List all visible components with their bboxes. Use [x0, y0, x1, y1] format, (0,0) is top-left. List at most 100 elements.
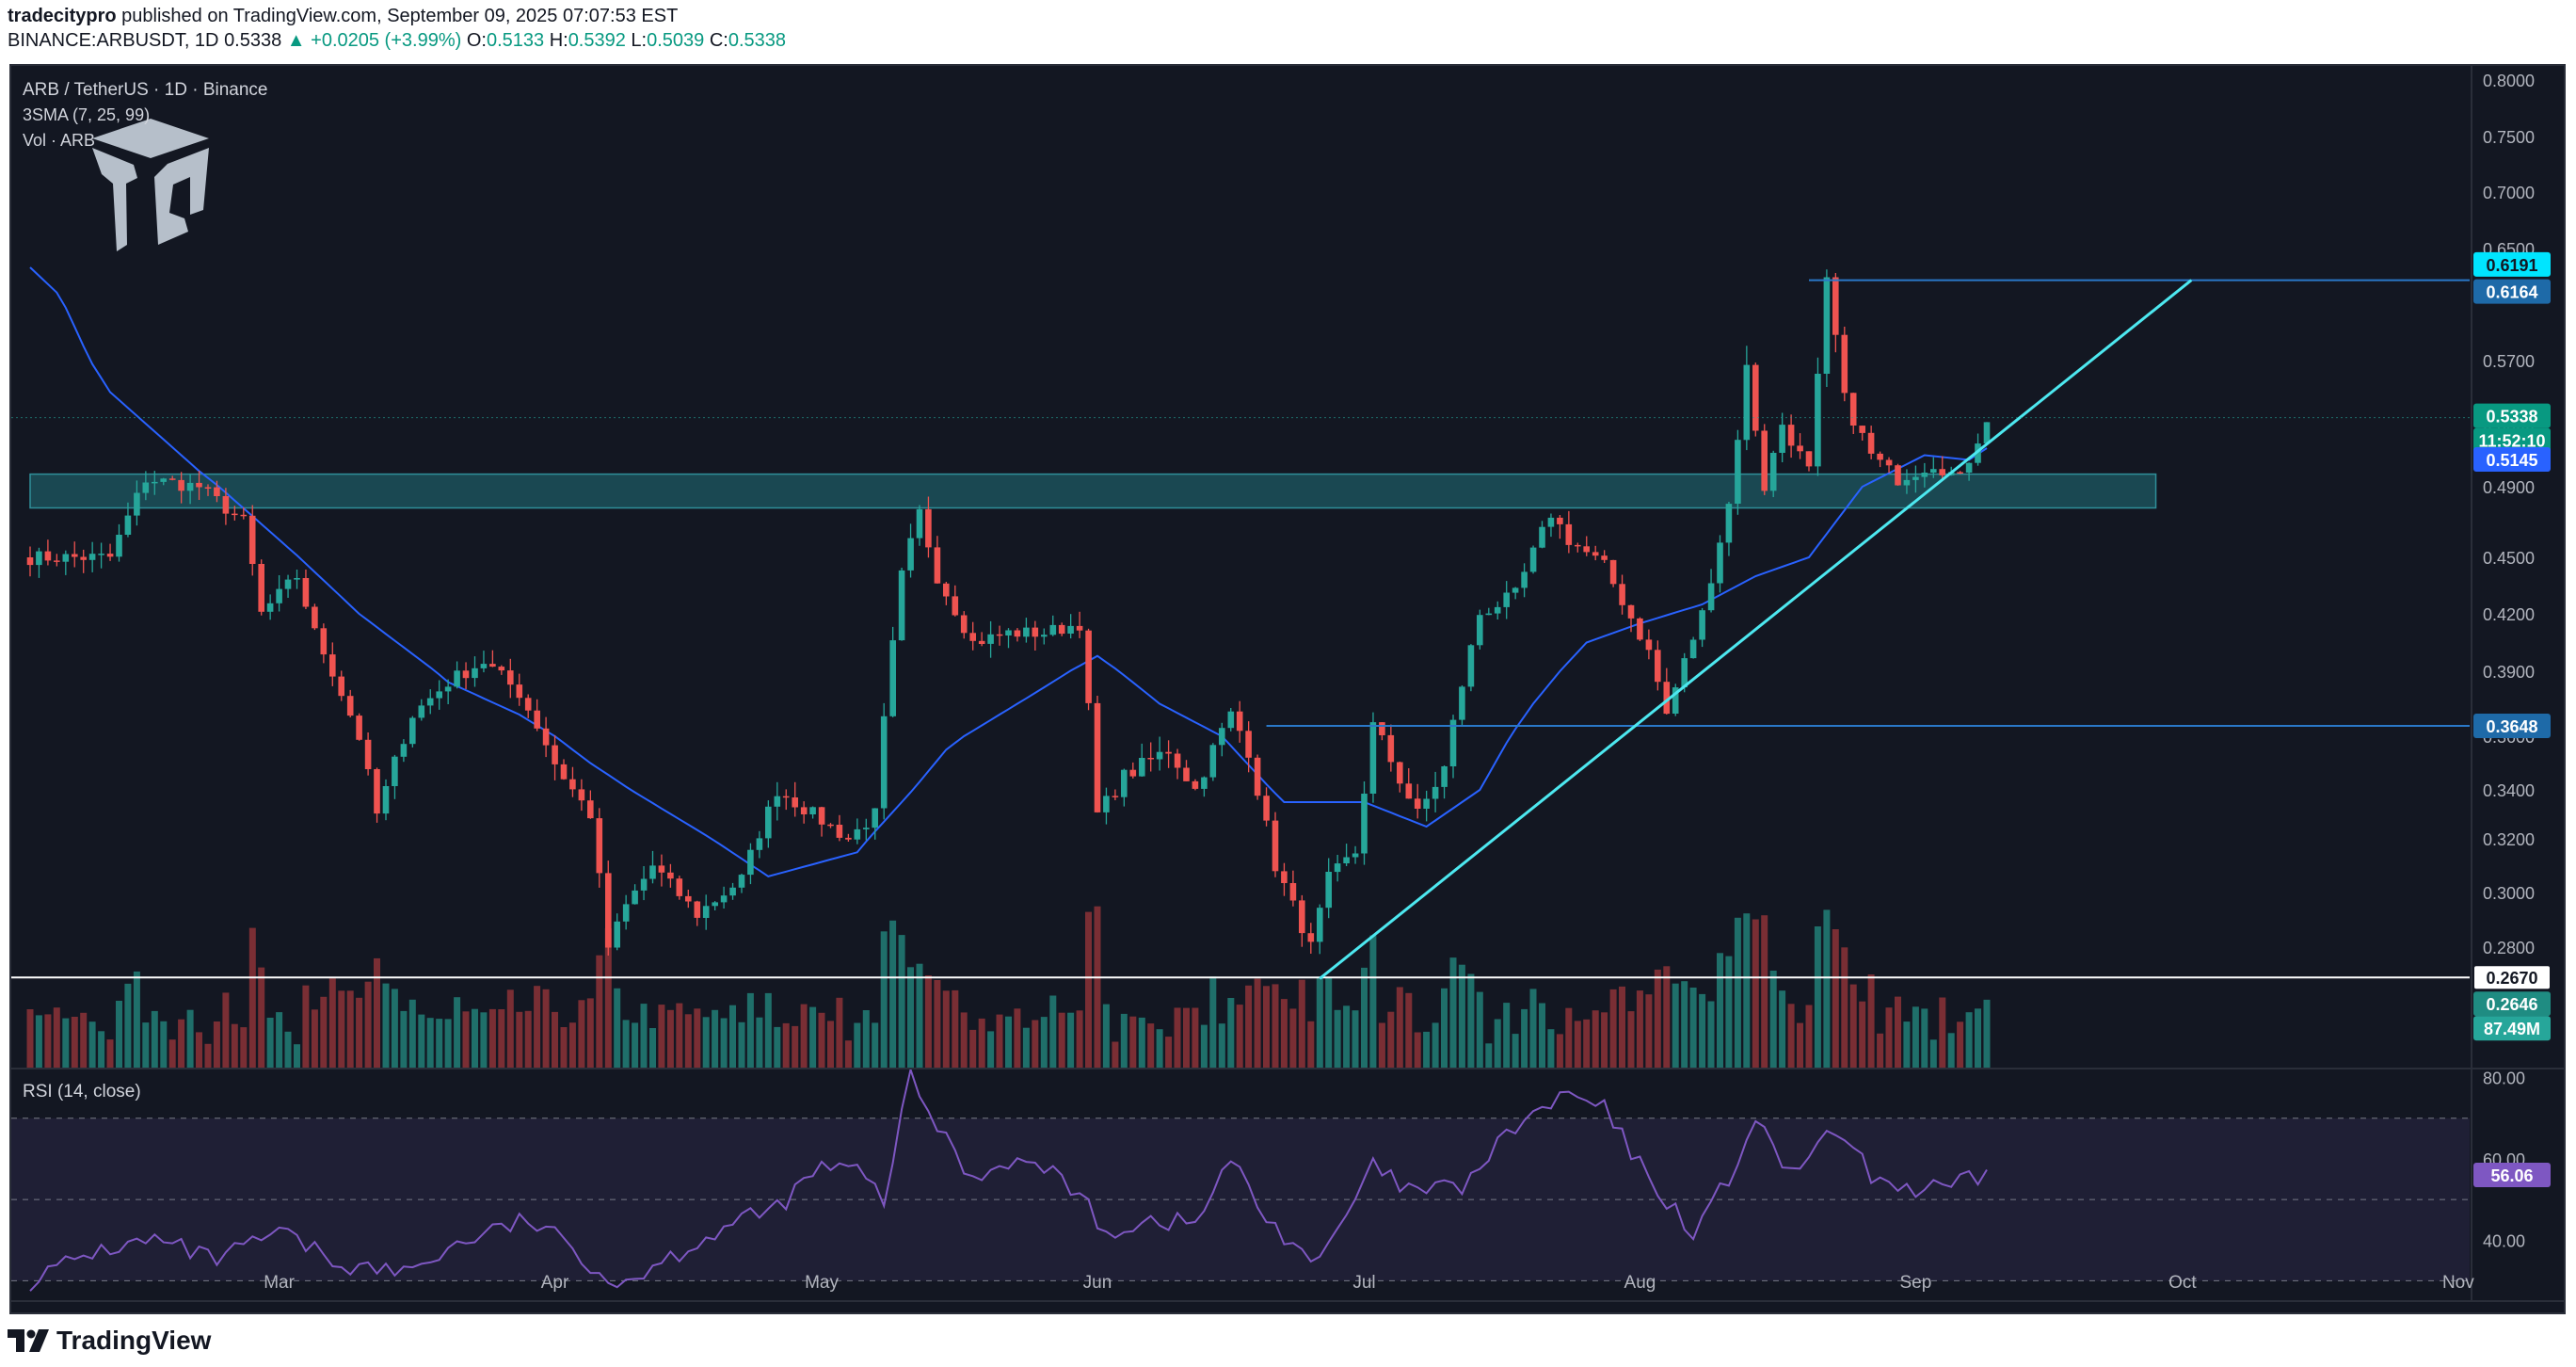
price-tick-label: 0.4200	[2483, 605, 2535, 624]
volume-bar	[1787, 1004, 1795, 1068]
candle	[1557, 515, 1563, 539]
rsi-legend[interactable]: RSI (14, close)	[23, 1082, 141, 1102]
candle-body	[1441, 766, 1448, 787]
support-zone[interactable]	[29, 473, 2157, 509]
candle-body	[240, 514, 248, 517]
legend-volume[interactable]: Vol · ARB	[23, 131, 95, 150]
volume-bar	[578, 1000, 585, 1068]
candle	[880, 702, 888, 820]
candle-body	[409, 717, 416, 745]
volume-bar	[186, 1009, 194, 1068]
volume-bar	[338, 990, 345, 1068]
candle-body	[782, 796, 790, 798]
volume-bar	[516, 1011, 523, 1068]
candle-body	[1067, 625, 1074, 634]
volume-bar	[1361, 967, 1368, 1068]
volume-bar	[472, 1008, 478, 1068]
low-value: 0.5039	[647, 30, 705, 51]
candle-body	[186, 482, 194, 491]
candle	[98, 542, 104, 569]
time-tick-label: Apr	[541, 1273, 569, 1293]
sma-value-tag-text: 0.5145	[2486, 451, 2537, 470]
candle	[1645, 629, 1653, 660]
candle	[106, 543, 114, 561]
volume-bar	[1885, 1007, 1893, 1068]
candle-body	[1432, 786, 1439, 799]
candle-body	[498, 667, 505, 671]
candle-body	[969, 633, 976, 641]
volume-bar	[426, 1018, 434, 1068]
candle-body	[1343, 857, 1350, 863]
candle-body	[809, 807, 816, 814]
candle	[1414, 783, 1421, 819]
price-chart[interactable]: ARB / TetherUS · 1D · Binance 3SMA (7, 2…	[9, 64, 2566, 1314]
candle	[560, 759, 568, 780]
price-change: ▲ +0.0205 (+3.99%)	[286, 30, 462, 51]
candle-body	[356, 716, 362, 740]
volume-bar	[213, 1021, 220, 1068]
tradingview-footer[interactable]: TradingView	[8, 1322, 211, 1359]
candle-body	[818, 807, 825, 825]
volume-bar	[1779, 990, 1786, 1068]
candle	[907, 523, 914, 578]
volume-bar	[1449, 957, 1457, 1068]
candle-body	[685, 895, 692, 902]
candle	[1575, 542, 1581, 553]
candle-body	[1672, 687, 1679, 714]
candle-body	[1867, 432, 1875, 454]
candle	[1877, 451, 1883, 468]
candle	[996, 625, 1003, 646]
volume-bar	[1485, 1043, 1493, 1068]
candle	[1103, 787, 1110, 825]
candle	[178, 472, 184, 504]
candle-body	[1307, 933, 1315, 942]
volume-bar	[1769, 971, 1777, 1068]
candle-body	[1529, 547, 1537, 572]
candle-body	[1752, 364, 1759, 431]
volume-bar	[1565, 1007, 1573, 1068]
support-tag: 0.3648	[2473, 714, 2551, 738]
candle	[1494, 601, 1501, 619]
volume-bar	[266, 1018, 274, 1068]
resistance-high-tag-box	[2473, 251, 2551, 277]
price-tick-label: 0.3000	[2483, 884, 2535, 903]
rsi-tick-label: 40.00	[2483, 1231, 2525, 1250]
candle	[320, 623, 328, 664]
candle-body	[1699, 610, 1705, 640]
volume-bar	[1040, 1017, 1048, 1068]
resistance-tag-box	[2473, 279, 2551, 304]
candle-body	[800, 807, 808, 814]
volume-bar	[1699, 993, 1706, 1068]
candle	[1139, 743, 1145, 777]
volume-bar	[934, 980, 941, 1068]
volume-bar	[1263, 986, 1270, 1068]
candle-body	[1005, 630, 1012, 635]
publisher-name[interactable]: tradecitypro	[8, 6, 117, 26]
legend-title[interactable]: ARB / TetherUS · 1D · Binance	[23, 80, 267, 100]
candle-body	[702, 906, 710, 918]
candle	[248, 505, 256, 576]
volume-bar	[26, 1009, 34, 1068]
candle	[312, 603, 318, 631]
candle-body	[1352, 853, 1359, 858]
candle	[1939, 456, 1945, 481]
volume-bar	[1049, 995, 1057, 1068]
candle-body	[346, 696, 354, 716]
resistance-high-tag-text: 0.6191	[2486, 256, 2537, 275]
candle	[782, 789, 790, 811]
candle-body	[72, 554, 78, 557]
volume-bar	[1903, 1021, 1911, 1068]
candle-body	[1592, 552, 1599, 556]
candle-body	[1717, 542, 1723, 584]
volume-bar	[1975, 1008, 1981, 1068]
drawn-lines[interactable]	[11, 279, 2472, 980]
candle	[729, 882, 736, 900]
resistance-tag: 0.6164	[2473, 279, 2551, 304]
volume-bar	[1245, 985, 1253, 1068]
candle	[685, 890, 692, 909]
candle-body	[792, 797, 798, 808]
legend-sma[interactable]: 3SMA (7, 25, 99)	[23, 105, 150, 124]
candle	[1192, 779, 1199, 791]
candle-body	[1174, 753, 1181, 768]
volume-bar	[907, 967, 914, 1068]
